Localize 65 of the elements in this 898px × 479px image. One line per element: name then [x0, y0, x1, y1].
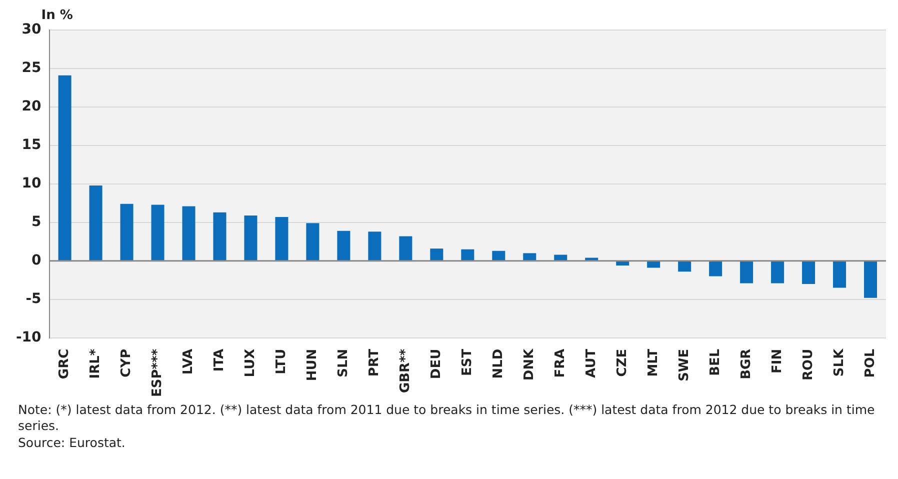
bar — [58, 75, 72, 260]
x-tick-label: LUX — [243, 348, 258, 378]
x-tick-label: SLN — [336, 348, 352, 378]
y-tick-label: 20 — [22, 98, 42, 115]
bar — [89, 185, 102, 260]
y-tick-label: 30 — [22, 22, 42, 38]
y-tick-label: -5 — [26, 290, 42, 307]
x-tick-label: ESP*** — [150, 348, 166, 398]
y-axis-title: In % — [41, 8, 73, 23]
x-tick-label: GBR** — [398, 348, 414, 394]
x-tick-label: SWE — [676, 348, 692, 382]
x-tick-label: IRL* — [88, 348, 104, 379]
bar — [120, 204, 134, 260]
bar — [678, 261, 692, 272]
bar — [740, 261, 754, 284]
bar — [523, 253, 536, 260]
y-tick-label: 15 — [22, 137, 42, 154]
x-tick-label: SLK — [832, 348, 847, 377]
x-tick-label: CZE — [614, 348, 630, 377]
x-tick-label: MLT — [646, 348, 661, 377]
x-tick-label: NLD — [491, 348, 506, 379]
bar — [368, 232, 382, 260]
x-tick-label: HUN — [305, 348, 320, 382]
bar — [430, 248, 444, 260]
y-tick-label: 10 — [22, 176, 42, 192]
bar — [337, 230, 350, 260]
bar — [554, 254, 568, 260]
x-tick-label: FIN — [770, 348, 785, 374]
x-tick-label: DEU — [429, 348, 444, 380]
bar — [244, 215, 258, 260]
x-tick-label: DNK — [522, 348, 537, 381]
bar — [771, 261, 784, 284]
bar — [709, 261, 722, 276]
x-tick-label: PRT — [367, 348, 382, 377]
bar — [182, 206, 196, 260]
x-tick-label: ITA — [212, 348, 228, 372]
bar — [213, 212, 226, 260]
bar — [802, 261, 816, 284]
bar — [492, 250, 506, 260]
bar — [833, 261, 846, 288]
x-tick-label: BGR — [738, 348, 754, 380]
y-tick-label: 25 — [22, 60, 42, 76]
x-tick-label: LVA — [181, 348, 196, 375]
x-tick-label: LTU — [274, 348, 290, 374]
x-tick-label: POL — [862, 348, 878, 378]
bar — [647, 261, 660, 268]
y-tick-label: -10 — [16, 329, 42, 346]
bar — [399, 236, 412, 260]
bar — [306, 223, 320, 260]
y-tick-label: 0 — [32, 252, 42, 269]
bar — [864, 261, 878, 298]
bar — [151, 204, 164, 260]
x-tick-label: EST — [460, 348, 476, 376]
x-tick-label: AUT — [584, 348, 599, 378]
bar — [275, 217, 288, 260]
bar — [461, 249, 474, 260]
text: Note: (*) latest data from 2012. (**) latest data from 2011 due to breaks in time series. (***) latest data from 2012 due to breaks in time series. — [18, 402, 876, 434]
x-tick-label: GRC — [57, 348, 72, 380]
x-tick-label: CYP — [119, 348, 134, 378]
y-tick-label: 5 — [32, 214, 42, 230]
bar — [616, 261, 630, 266]
source-note: Source: Eurostat. — [18, 434, 126, 451]
x-tick-label: BEL — [708, 348, 723, 376]
x-tick-label: ROU — [800, 348, 816, 380]
x-tick-label: FRA — [552, 348, 568, 378]
